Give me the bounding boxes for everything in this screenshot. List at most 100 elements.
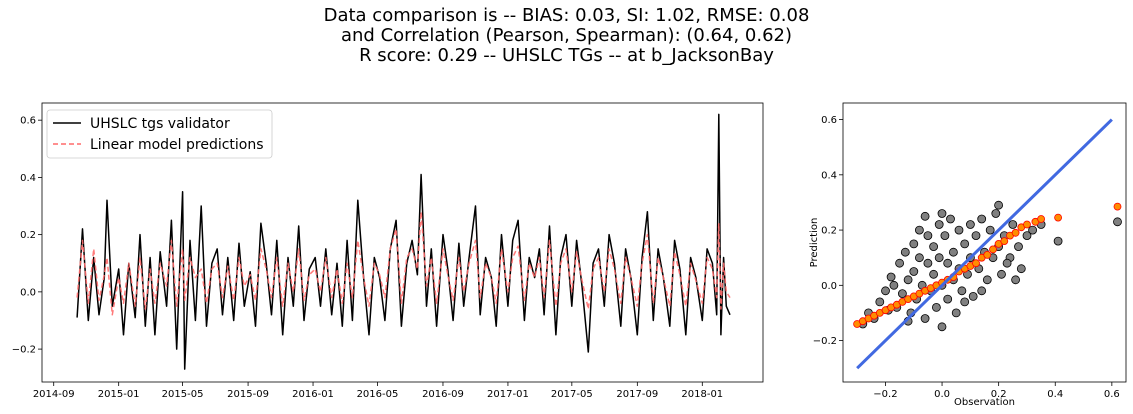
scatter-point bbox=[1008, 220, 1018, 229]
scatter-point bbox=[929, 242, 938, 252]
scatter-point bbox=[923, 231, 933, 241]
scatter-point bbox=[960, 297, 970, 307]
y-tick-label: 0.6 bbox=[821, 115, 837, 126]
scatter-point bbox=[923, 258, 933, 268]
scatter-point bbox=[946, 214, 955, 224]
scatter-point bbox=[909, 239, 919, 249]
y-tick-label: 0.2 bbox=[821, 226, 837, 237]
identity-line bbox=[856, 118, 1113, 370]
legend: UHSLC tgs validator Linear model predicti… bbox=[46, 109, 273, 159]
scatter-point bbox=[940, 231, 950, 241]
scatter-point bbox=[977, 214, 987, 224]
model-point bbox=[1023, 220, 1031, 229]
y-tick-label: 0.2 bbox=[20, 230, 36, 241]
figure-title: Data comparison is -- BIAS: 0.03, SI: 1.… bbox=[0, 6, 1133, 66]
scatter-point bbox=[1053, 236, 1063, 246]
title-line: R score: 0.29 -- UHSLC TGs -- at b_Jacks… bbox=[359, 45, 774, 66]
scatter-point bbox=[1014, 242, 1023, 252]
x-tick-label: 2017-09 bbox=[616, 389, 658, 400]
title-line: Data comparison is -- BIAS: 0.03, SI: 1.… bbox=[323, 5, 810, 26]
prediction-line bbox=[76, 210, 731, 316]
x-tick-label: 2015-01 bbox=[98, 389, 140, 400]
plot-frame bbox=[41, 102, 764, 383]
model-point bbox=[1037, 215, 1045, 223]
scatter-point bbox=[985, 225, 995, 235]
scatter-point bbox=[982, 275, 992, 285]
scatter-point bbox=[951, 308, 961, 318]
scatter-point bbox=[954, 225, 964, 235]
scatter-point bbox=[934, 253, 944, 263]
y-tick-label: 0.6 bbox=[20, 116, 36, 127]
x-tick-label: 2015-09 bbox=[227, 389, 269, 400]
scatter-point bbox=[937, 322, 947, 332]
x-tick-label: 2016-01 bbox=[292, 389, 334, 400]
x-tick-label: 2015-05 bbox=[162, 389, 204, 400]
x-tick-label: 2017-01 bbox=[487, 389, 529, 400]
timeseries-plot: 2014-09 2015-01 2015-05 2015-09 2016-01 2016-… bbox=[12, 102, 764, 400]
scatter-plot: −0.2 0.0 0.2 0.4 0.6 −0.2 0.0 0.2 0.4 0.6 Observat… bbox=[809, 102, 1127, 408]
scatter-point bbox=[1011, 275, 1020, 285]
scatter-point bbox=[881, 286, 890, 296]
x-tick-label: −0.2 bbox=[873, 389, 897, 400]
x-tick-label: 2014-09 bbox=[33, 389, 75, 400]
x-tick-label: 2016-05 bbox=[357, 389, 399, 400]
x-tick-label: 0.2 bbox=[991, 389, 1007, 400]
y-axis-label: Prediction bbox=[809, 218, 820, 268]
scatter-point bbox=[943, 258, 953, 268]
scatter-point bbox=[994, 200, 1003, 210]
y-tick-label: 0.4 bbox=[20, 173, 36, 184]
scatter-point bbox=[1002, 258, 1012, 268]
scatter-point bbox=[920, 211, 930, 221]
model-point bbox=[1011, 228, 1020, 237]
scatter-point bbox=[943, 294, 953, 304]
scatter-point bbox=[937, 209, 947, 218]
scatter-point bbox=[932, 302, 941, 312]
model-point bbox=[989, 245, 997, 254]
scatter-point bbox=[957, 286, 967, 296]
y-tick-label: −0.2 bbox=[813, 336, 837, 347]
scatter-point bbox=[997, 269, 1006, 279]
scatter-point bbox=[977, 286, 987, 296]
scatter-point bbox=[934, 220, 944, 229]
model-point bbox=[983, 250, 992, 259]
scatter-point bbox=[900, 247, 910, 257]
scatter-point bbox=[991, 209, 1001, 218]
y-tick-label: 0.4 bbox=[821, 170, 837, 181]
scatter-point bbox=[920, 314, 930, 323]
scatter-point bbox=[968, 291, 978, 301]
x-tick-label: 2017-05 bbox=[551, 389, 593, 400]
y-tick-label: 0.0 bbox=[821, 281, 837, 292]
legend-label: UHSLC tgs validator bbox=[90, 116, 230, 132]
scatter-point bbox=[929, 269, 938, 279]
x-tick-label: 2016-09 bbox=[422, 389, 464, 400]
model-point bbox=[1000, 237, 1009, 246]
scatter-point bbox=[960, 239, 970, 249]
x-tick-label: 0.4 bbox=[1047, 389, 1063, 400]
scatter-point bbox=[915, 225, 924, 235]
model-point bbox=[972, 259, 980, 268]
scatter-point bbox=[909, 267, 919, 276]
scatter-point bbox=[889, 280, 899, 290]
plot-frame bbox=[842, 102, 1127, 383]
scatter-point bbox=[1022, 231, 1032, 241]
x-tick-label: 2018-01 bbox=[681, 389, 723, 400]
scatter-point bbox=[875, 297, 885, 307]
scatter-point bbox=[1028, 225, 1037, 235]
model-point bbox=[1113, 202, 1122, 211]
legend-box bbox=[46, 109, 273, 159]
scatter-point bbox=[1113, 217, 1122, 227]
scatter-point bbox=[915, 253, 924, 263]
scatter-point bbox=[898, 289, 907, 299]
scatter-point bbox=[886, 272, 896, 282]
scatter-point bbox=[966, 220, 975, 229]
model-point bbox=[1054, 213, 1062, 222]
x-tick-label: 0.0 bbox=[934, 389, 950, 400]
scatter-point bbox=[1016, 264, 1026, 274]
scatter-point bbox=[949, 247, 958, 257]
y-tick-label: 0.0 bbox=[20, 287, 36, 298]
legend-label: Linear model predictions bbox=[90, 137, 264, 153]
scatter-point bbox=[903, 275, 913, 285]
scatter-point bbox=[971, 231, 981, 241]
x-tick-label: 0.6 bbox=[1104, 389, 1120, 400]
